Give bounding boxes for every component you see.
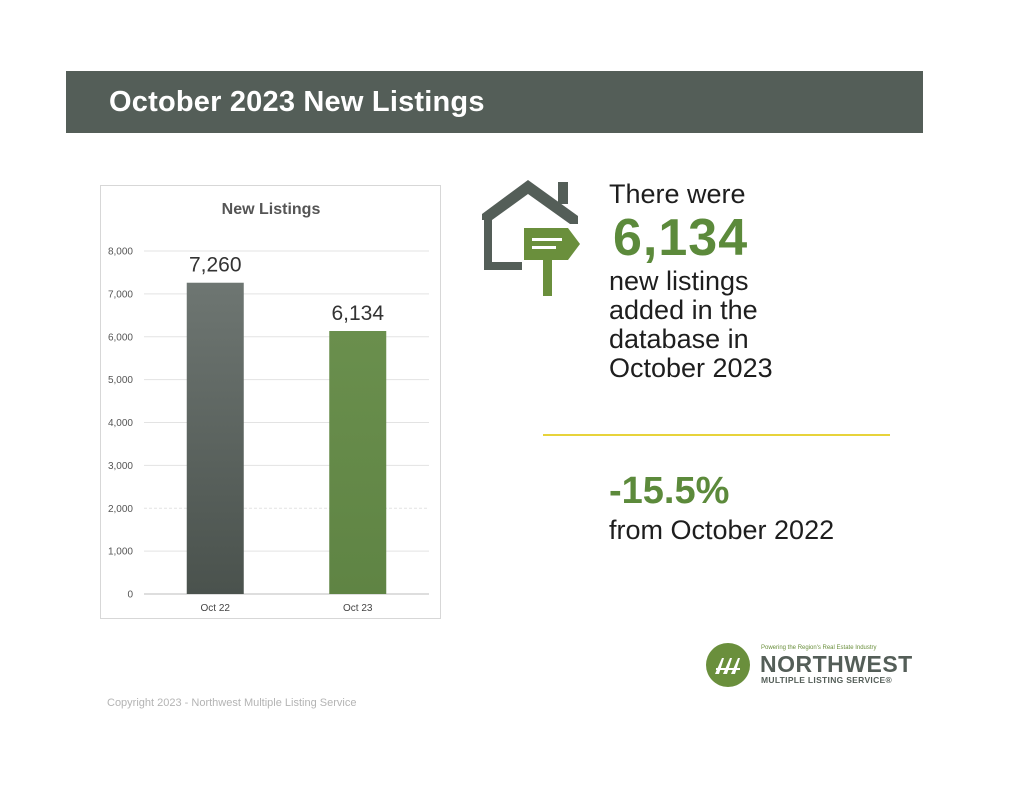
y-tick-label: 7,000 (108, 289, 133, 300)
y-tick-label: 5,000 (108, 375, 133, 386)
y-tick-label: 8,000 (108, 247, 133, 258)
stat-text-line: October 2023 (609, 353, 773, 383)
new-listings-summary: There were 6,134 new listings added in t… (609, 180, 909, 383)
y-tick-label: 6,000 (108, 332, 133, 343)
stat-number: 6,134 (613, 209, 749, 267)
data-label: 7,260 (189, 254, 242, 277)
nwmls-logo: Powering the Region's Real Estate Indust… (706, 643, 912, 687)
y-tick-label: 2,000 (108, 504, 133, 515)
page-title: October 2023 New Listings (109, 85, 485, 118)
new-listings-chart: New Listings 0 1,000 2,000 3,000 4,000 5,000 6,… (108, 201, 429, 614)
chart-title: New Listings (222, 201, 321, 218)
y-tick-label: 1,000 (108, 547, 133, 558)
bar (186, 282, 244, 594)
nwmls-logo-mark-icon (706, 643, 750, 687)
title-banner: October 2023 New Listings (66, 71, 923, 133)
bar-chart-panel: New Listings 0 1,000 2,000 3,000 4,000 5,000 6,… (100, 185, 441, 619)
y-tick-label: 0 (127, 590, 133, 601)
data-label: 6,134 (331, 302, 384, 325)
stat-intro-text: There were (609, 179, 746, 209)
divider-line (543, 434, 890, 436)
stat-text-line: new listings (609, 266, 749, 296)
logo-name: NORTHWEST (760, 651, 913, 677)
stat-text-line: added in the (609, 295, 758, 325)
year-over-year-change: -15.5% from October 2022 (609, 470, 929, 546)
x-tick-label: Oct 22 (201, 603, 231, 614)
x-tick-label: Oct 23 (343, 603, 373, 614)
house-with-sign-icon (482, 180, 580, 296)
y-tick-label: 4,000 (108, 418, 133, 429)
logo-subtitle: MULTIPLE LISTING SERVICE® (761, 675, 893, 685)
logo-tagline: Powering the Region's Real Estate Indust… (761, 645, 877, 651)
bar (329, 331, 387, 594)
copyright-text: Copyright 2023 - Northwest Multiple List… (107, 697, 357, 709)
change-percent: -15.5% (609, 470, 730, 512)
change-label: from October 2022 (609, 515, 835, 545)
y-tick-label: 3,000 (108, 461, 133, 472)
stat-text-line: database in (609, 324, 749, 354)
